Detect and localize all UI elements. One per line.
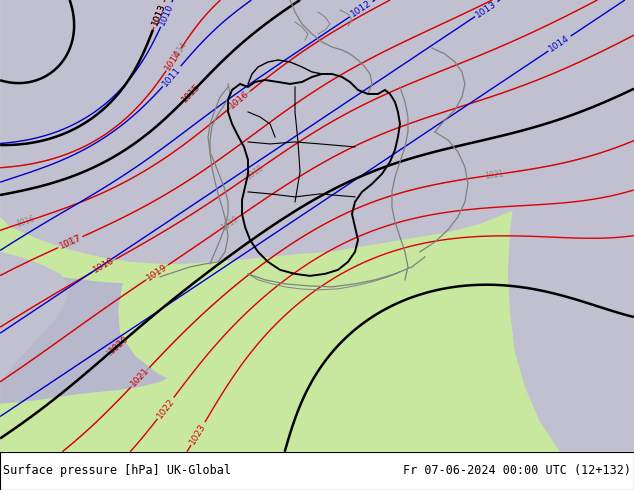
Text: 1017: 1017 (61, 233, 83, 249)
Polygon shape (0, 0, 220, 404)
Text: 1022: 1022 (155, 396, 176, 420)
Text: 1016: 1016 (15, 215, 36, 229)
Text: 1019: 1019 (145, 262, 169, 283)
Text: 1013: 1013 (474, 0, 498, 19)
Text: 1013: 1013 (150, 2, 167, 27)
Text: 1014: 1014 (164, 48, 183, 72)
Text: 1017: 1017 (58, 233, 82, 251)
Text: 1013: 1013 (150, 2, 167, 27)
Text: 1020: 1020 (105, 339, 125, 358)
Text: 1016: 1016 (228, 89, 251, 111)
Text: 1011: 1011 (161, 65, 183, 88)
Polygon shape (118, 262, 500, 406)
Polygon shape (0, 0, 634, 264)
Text: 1019: 1019 (219, 214, 240, 232)
Text: 1012: 1012 (349, 0, 373, 19)
Text: Surface pressure [hPa] UK-Global: Surface pressure [hPa] UK-Global (3, 465, 231, 477)
Text: 1015: 1015 (179, 82, 202, 105)
Text: 1014: 1014 (548, 33, 571, 53)
Text: 1018: 1018 (244, 163, 265, 181)
Text: 1020: 1020 (107, 334, 131, 356)
Text: 1021: 1021 (129, 366, 151, 389)
Text: 1018: 1018 (92, 256, 116, 275)
Text: 1014: 1014 (171, 40, 188, 61)
Text: Fr 07-06-2024 00:00 UTC (12+132): Fr 07-06-2024 00:00 UTC (12+132) (403, 465, 631, 477)
Polygon shape (0, 252, 70, 452)
Polygon shape (500, 0, 634, 452)
Text: 1023: 1023 (188, 421, 208, 446)
Text: 1021: 1021 (484, 169, 504, 181)
Text: 1015: 1015 (180, 84, 200, 104)
Text: 1010: 1010 (157, 2, 175, 27)
